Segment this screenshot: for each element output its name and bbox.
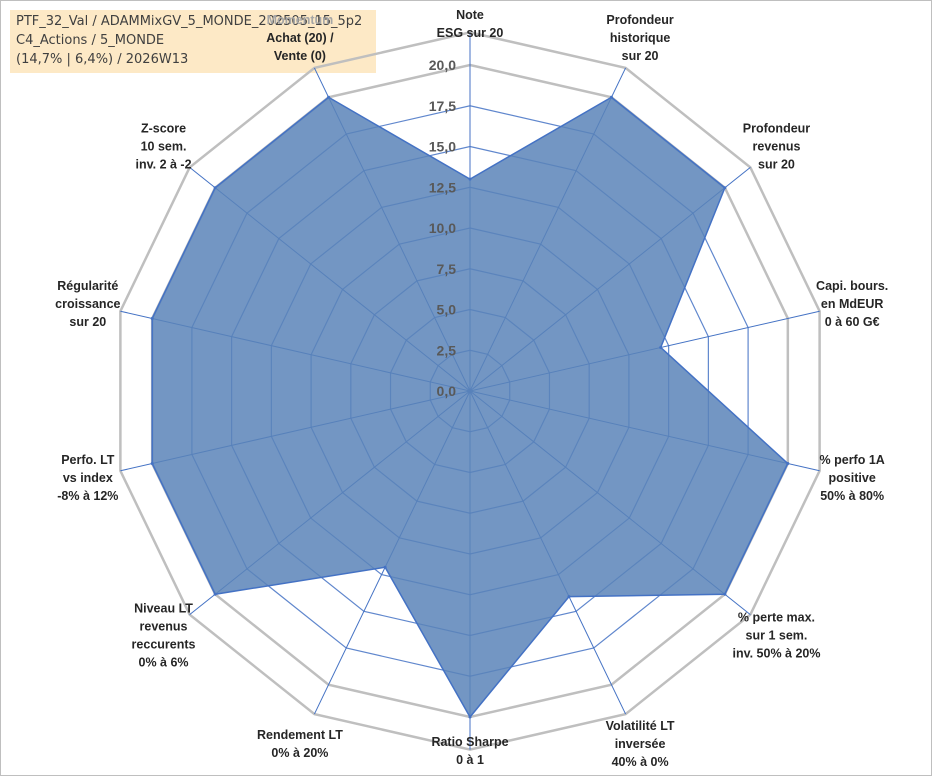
category-label-line: Momentum: [267, 13, 334, 27]
tick-label-5: 12,5: [429, 179, 456, 195]
category-label-11: Régularité croissance sur 20: [55, 279, 120, 329]
radar-series: [150, 95, 790, 719]
category-label-line: % perte max.: [738, 610, 815, 624]
tick-label-8: 20,0: [429, 57, 456, 73]
portfolio-category: C4_Actions / 5_MONDE: [16, 33, 165, 48]
data-point-12: [213, 186, 217, 190]
portfolio-id: PTF_32_Val / ADAMMixGV_5_MONDE_202505_15…: [16, 14, 363, 29]
category-label-line: inv. 2 à -2: [135, 158, 191, 172]
category-label-line: sur 1 sem.: [746, 628, 808, 642]
category-label-6: Volatilité LT inversée 40% à 0%: [606, 719, 675, 769]
category-label-9: Niveau LT revenus reccurents 0% à 6%: [132, 601, 196, 669]
category-label-line: ESG sur 20: [437, 26, 504, 40]
category-label-10: Perfo. LT vs index -8% à 12%: [57, 453, 118, 503]
tick-label-0: 0,0: [437, 383, 457, 399]
category-label-line: Profondeur: [743, 122, 810, 136]
category-label-line: 0% à 6%: [139, 655, 189, 669]
category-label-line: sur 20: [758, 158, 795, 172]
category-label-line: Achat (20) /: [266, 31, 334, 45]
tick-label-2: 5,0: [437, 302, 457, 318]
category-label-line: inversée: [615, 737, 666, 751]
category-label-line: Ratio Sharpe: [431, 735, 508, 749]
data-point-11: [150, 316, 154, 320]
category-label-7: Ratio Sharpe 0 à 1: [431, 735, 508, 767]
category-label-line: vs index: [63, 471, 113, 485]
data-point-7: [468, 715, 472, 719]
category-label-line: Z-score: [141, 122, 186, 136]
tick-label-7: 17,5: [429, 98, 456, 114]
category-label-line: 0% à 20%: [271, 746, 328, 760]
category-label-line: % perfo 1A: [820, 453, 885, 467]
radar-tick-labels: 0,0 2,5 5,0 7,5 10,0 12,5 15,0 17,5 20,0: [429, 57, 456, 399]
category-label-line: inv. 50% à 20%: [732, 646, 820, 660]
tick-label-6: 15,0: [429, 139, 456, 155]
data-point-0: [468, 177, 472, 181]
category-label-5: % perte max. sur 1 sem. inv. 50% à 20%: [732, 610, 820, 660]
category-label-line: historique: [610, 31, 670, 45]
series-area-0: [151, 96, 789, 719]
category-label-line: sur 20: [69, 315, 106, 329]
data-point-8: [383, 565, 387, 569]
data-point-5: [723, 592, 727, 596]
tick-label-1: 2,5: [437, 342, 457, 358]
data-point-10: [150, 462, 154, 466]
category-label-line: 0 à 60 G€: [825, 315, 880, 329]
category-label-line: Volatilité LT: [606, 719, 675, 733]
category-label-line: Note: [456, 8, 484, 22]
portfolio-performance: (14,7% | 6,4%) / 2026W13: [16, 52, 189, 67]
category-label-line: Vente (0): [274, 49, 326, 63]
data-point-13: [327, 95, 331, 99]
category-label-0: Note ESG sur 20: [437, 8, 504, 40]
category-label-line: sur 20: [622, 49, 659, 63]
category-label-13: Momentum Achat (20) / Vente (0): [266, 13, 334, 63]
category-label-line: Capi. bours.: [816, 279, 888, 293]
category-label-line: 50% à 80%: [820, 489, 884, 503]
category-label-line: 40% à 0%: [612, 755, 669, 769]
data-point-6: [567, 595, 571, 599]
data-point-9: [213, 592, 217, 596]
category-label-line: reccurents: [132, 637, 196, 651]
category-label-line: Rendement LT: [257, 728, 343, 742]
category-label-line: revenus: [753, 140, 801, 154]
category-label-8: Rendement LT 0% à 20%: [257, 728, 343, 760]
category-label-line: Profondeur: [606, 13, 673, 27]
category-label-1: Profondeur historique sur 20: [606, 13, 673, 63]
category-label-12: Z-score 10 sem. inv. 2 à -2: [135, 122, 191, 172]
category-label-line: -8% à 12%: [57, 489, 118, 503]
tick-label-3: 7,5: [437, 261, 457, 277]
tick-label-4: 10,0: [429, 220, 456, 236]
category-label-line: revenus: [140, 619, 188, 633]
category-label-line: 10 sem.: [141, 140, 187, 154]
portfolio-info-box: PTF_32_Val / ADAMMixGV_5_MONDE_202505_15…: [10, 10, 376, 73]
category-label-2: Profondeur revenus sur 20: [743, 122, 810, 172]
category-label-line: Régularité: [57, 279, 118, 293]
category-label-4: % perfo 1A positive 50% à 80%: [820, 453, 885, 503]
data-point-2: [723, 186, 727, 190]
category-label-line: positive: [829, 471, 876, 485]
category-label-line: Perfo. LT: [61, 453, 115, 467]
category-label-line: Niveau LT: [134, 601, 193, 615]
data-point-4: [786, 462, 790, 466]
category-label-line: croissance: [55, 297, 120, 311]
data-point-3: [659, 345, 663, 349]
radar-category-labels: Note ESG sur 20 Profondeur historique sur 20…: [55, 8, 888, 769]
category-label-line: 0 à 1: [456, 753, 484, 767]
data-point-1: [609, 95, 613, 99]
category-label-line: en MdEUR: [821, 297, 884, 311]
category-label-3: Capi. bours. en MdEUR 0 à 60 G€: [816, 279, 888, 329]
